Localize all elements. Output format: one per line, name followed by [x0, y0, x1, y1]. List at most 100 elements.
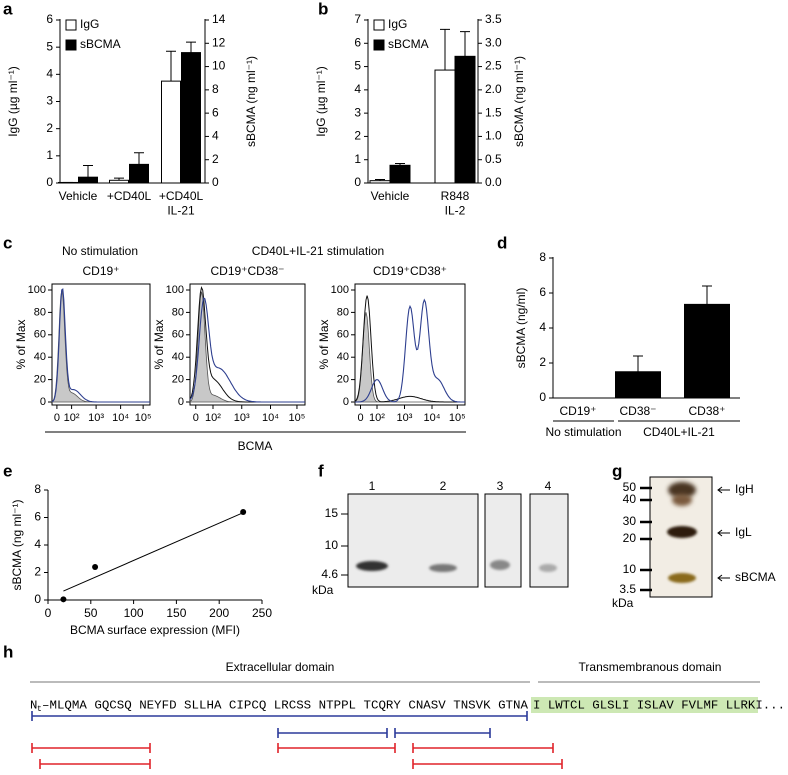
x-axis-label: BCMA: [238, 439, 273, 453]
y-tick-label: 40: [337, 351, 349, 363]
panel-label: e: [3, 461, 12, 480]
annotation-arrow: [717, 574, 730, 582]
x-tick-label: +CD40L: [107, 189, 152, 203]
lane-label: 4: [545, 479, 552, 493]
y-tick-label: 4: [34, 537, 41, 551]
gel-band: [668, 573, 696, 583]
plot-title: CD19⁺CD38⁻: [210, 264, 284, 278]
lane-label: 1: [369, 479, 376, 493]
peptide-bracket: [31, 743, 151, 753]
y-tick-label: 4: [354, 82, 361, 96]
y2-tick-label: 3.0: [485, 35, 502, 49]
x-tick-label: 10⁵: [135, 412, 152, 424]
marker-label: 3.5: [619, 582, 636, 596]
error-bar: [702, 285, 712, 305]
y-axis-label: % of Max: [317, 319, 331, 369]
error-bar: [114, 177, 124, 181]
trendline: [63, 512, 244, 592]
blot-band: [356, 561, 388, 571]
error-bar: [375, 179, 385, 181]
y-tick-label: 2: [539, 355, 546, 369]
y2-tick-label: 2: [212, 152, 219, 166]
y-tick-label: 100: [331, 284, 349, 296]
legend-label: IgG: [388, 17, 407, 31]
x-tick-label: 10⁴: [262, 412, 279, 424]
unit-label: kDa: [612, 596, 634, 610]
histogram-frame: [51, 283, 151, 406]
lane-label: 2: [440, 479, 447, 493]
y-tick-label: 3: [46, 94, 53, 108]
isotype-curve: [51, 289, 150, 403]
y-tick-label: 6: [539, 285, 546, 299]
legend-label: IgG: [80, 17, 99, 31]
y-tick-label: 100: [28, 284, 46, 296]
annotation-arrow: [717, 486, 730, 494]
gel-band: [672, 494, 692, 506]
error-bar: [460, 31, 470, 57]
y-axis-label: IgG (µg ml⁻¹): [6, 66, 20, 137]
panel-label: f: [318, 461, 324, 480]
y2-tick-label: 2.5: [485, 59, 502, 73]
y-tick-label: 1: [46, 148, 53, 162]
marker-label: 10: [325, 538, 339, 552]
error-bar: [134, 152, 144, 165]
y-tick-label: 80: [337, 306, 349, 318]
annotation: IgH: [735, 482, 754, 496]
group-label: CD40L+IL-21: [643, 425, 715, 439]
legend-swatch: [65, 19, 77, 31]
y-axis-label: IgG (µg ml⁻¹): [314, 66, 328, 137]
lane-label: 3: [497, 479, 504, 493]
x-tick-label: 10⁵: [449, 412, 466, 424]
y2-tick-label: 3.5: [485, 12, 502, 26]
bar: [129, 163, 149, 184]
y-axis-label: sBCMA (ng ml⁻¹): [10, 499, 24, 590]
x-tick-label: 10²: [205, 412, 221, 424]
bar: [389, 164, 411, 184]
y2-tick-label: 1.0: [485, 129, 502, 143]
panel-label: c: [3, 233, 12, 252]
point: [92, 564, 99, 570]
peptide-bracket: [412, 743, 554, 753]
y-tick-label: 60: [337, 329, 349, 341]
x-tick-label: 100: [124, 606, 144, 620]
legend-swatch: [373, 39, 385, 51]
unit-label: kDa: [312, 583, 334, 597]
peptide-bracket: [31, 711, 528, 721]
y2-tick-label: 4: [212, 129, 219, 143]
y-tick-label: 0: [34, 592, 41, 606]
y-tick-label: 3: [354, 105, 361, 119]
x-tick-label: 0: [357, 412, 363, 424]
y2-tick-label: 12: [212, 35, 226, 49]
y2-axis-label: sBCMA (ng ml⁻¹): [244, 56, 258, 147]
y-tick-label: 100: [166, 284, 184, 296]
error-bar: [83, 165, 93, 178]
annotation: sBCMA: [735, 570, 776, 584]
error-bar: [186, 41, 196, 53]
x-tick-label: 0: [45, 606, 52, 620]
bar: [161, 80, 181, 184]
y-tick-label: 7: [354, 12, 361, 26]
y2-tick-label: 0.0: [485, 175, 502, 189]
domain-label: Transmembranous domain: [579, 660, 722, 674]
y-tick-label: 6: [354, 35, 361, 49]
y-tick-label: 40: [34, 351, 46, 363]
x-tick-label: 10³: [234, 412, 250, 424]
legend-swatch: [65, 39, 77, 51]
marker-label: 30: [623, 514, 637, 528]
y-tick-label: 8: [539, 250, 546, 264]
annotation-arrow: [717, 529, 730, 537]
y-tick-label: 80: [172, 306, 184, 318]
x-tick-label: Vehicle: [371, 189, 410, 203]
y2-tick-label: 0: [212, 175, 219, 189]
domain-label: Extracellular domain: [226, 660, 335, 674]
x-tick-label: 250: [252, 606, 272, 620]
plot-title: CD19⁺CD38⁺: [373, 264, 447, 278]
peptide-bracket: [277, 728, 388, 738]
y-tick-label: 4: [46, 67, 53, 81]
x-axis-label: BCMA surface expression (MFI): [70, 623, 240, 637]
y-tick-label: 0: [343, 396, 349, 408]
blot-frame: [529, 493, 569, 588]
x-tick-label: 10⁵: [289, 412, 306, 424]
bar: [615, 371, 661, 399]
x-tick-label: 0: [193, 412, 199, 424]
